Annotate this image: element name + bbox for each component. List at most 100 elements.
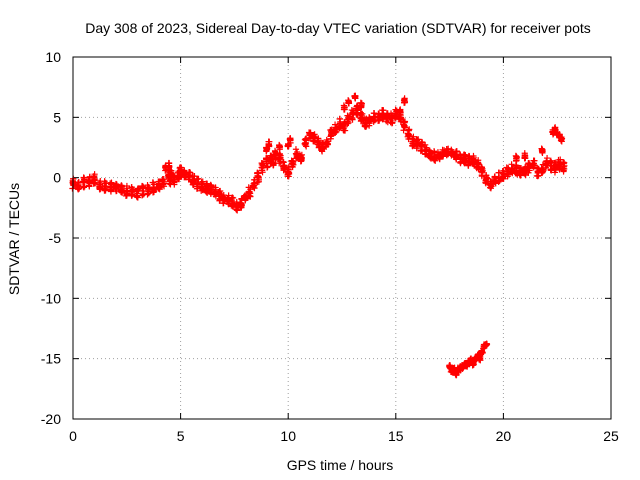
main-point-34-spread-11: [228, 196, 236, 204]
main-point-111-spread-11: [561, 165, 568, 173]
main-point-22-spread-11: [176, 164, 183, 171]
main-point-64-spread-10: [358, 112, 365, 119]
main-point-2-spread-11: [80, 174, 87, 182]
main-point-8-spread-10: [113, 181, 120, 188]
y-tick-label-10: 10: [45, 49, 61, 65]
y-tick-label--5: -5: [49, 230, 62, 246]
main-point-50-spread-10: [298, 151, 305, 158]
x-axis-label: GPS time / hours: [287, 457, 394, 473]
main-point-53-spread-10: [310, 131, 317, 139]
late-cluster-point-4-spread-7: [558, 135, 565, 142]
x-tick-label-15: 15: [388, 428, 404, 444]
bursts-point-8-spread-7: [287, 137, 294, 144]
main-point-2-spread-8: [79, 179, 87, 186]
main-point-2-spread-4: [80, 184, 88, 191]
main-point-31-spread-10: [215, 191, 223, 198]
y-tick-label--20: -20: [41, 411, 61, 427]
main-point-36-spread-11: [236, 199, 244, 206]
bursts-point-4-spread-7: [265, 142, 273, 149]
x-tick-label-25: 25: [603, 428, 619, 444]
main-point-45-spread-8: [276, 151, 283, 158]
y-tick-label-5: 5: [53, 109, 61, 125]
main-point-35-spread-11: [232, 205, 240, 213]
main-point-27-spread-8: [199, 178, 206, 185]
main-point-11-spread-10: [128, 184, 135, 191]
main-point-0-spread-4: [69, 185, 76, 192]
main-point-96-spread-11: [496, 176, 503, 184]
main-point-55-spread-11: [318, 144, 326, 152]
main-point-92-spread-9: [478, 166, 485, 173]
main-point-40-spread-9: [254, 170, 261, 177]
bursts-point-13-spread-7: [397, 108, 404, 115]
main-point-77-spread-11: [415, 136, 422, 143]
main-point-38-spread-11: [247, 193, 254, 200]
main-point-91-spread-11: [475, 160, 482, 168]
main-point-50-spread-11: [297, 152, 304, 159]
main-point-45-spread-11: [277, 154, 284, 161]
series-main: [69, 102, 568, 214]
main-point-50-spread-8: [297, 158, 305, 165]
main-point-46-spread-11: [281, 162, 288, 169]
tick-label-layer: 0 5 10 15 20 25 -20 -15 -10 -5 0 5 10: [41, 49, 619, 444]
y-tick-label--10: -10: [41, 290, 61, 306]
main-point-37-spread-11: [241, 196, 249, 203]
main-point-96-spread-8: [495, 169, 502, 176]
main-point-79-spread-2: [422, 141, 429, 148]
main-point-81-spread-8: [431, 156, 438, 163]
main-point-56-spread-11: [323, 139, 330, 147]
main-point-14-spread-10: [145, 190, 153, 197]
x-tick-label-5: 5: [177, 428, 185, 444]
main-point-3-spread-10: [86, 182, 93, 189]
main-point-77-spread-10: [413, 145, 420, 152]
main-point-111-spread-10: [560, 159, 567, 166]
main-point-57-spread-8: [327, 133, 334, 140]
main-point-13-spread-4: [138, 192, 146, 199]
main-point-23-spread-11: [181, 171, 188, 178]
main-point-62-spread-10: [349, 114, 356, 121]
main-point-86-spread-11: [452, 148, 460, 155]
main-point-73-spread-11: [396, 116, 403, 123]
main-point-4-spread-10: [90, 174, 98, 181]
main-point-59-spread-10: [336, 115, 343, 122]
series-bursts: [162, 92, 546, 179]
main-point-61-spread-11: [344, 120, 351, 127]
main-point-11-spread-9: [129, 190, 136, 198]
main-point-3-spread-11: [85, 177, 92, 185]
main-point-12-spread-11: [134, 194, 141, 201]
main-point-46-spread-9: [280, 158, 287, 165]
main-point-6-spread-10: [101, 184, 108, 192]
main-point-101-spread-11: [517, 172, 524, 179]
negative-segment-point-11-spread-9: [470, 361, 477, 368]
main-point-31-spread-11: [216, 189, 223, 197]
main-point-42-spread-11: [264, 163, 271, 170]
main-point-105-spread-11: [535, 172, 542, 179]
main-point-51-spread-11: [302, 135, 310, 143]
main-point-47-spread-11: [285, 166, 292, 173]
main-point-26-spread-11: [195, 175, 202, 182]
bursts-point-15-spread-7: [513, 157, 520, 164]
main-point-71-spread-9: [389, 119, 396, 126]
y-axis-label: SDTVAR / TECUs: [6, 183, 22, 295]
negative-segment-point-17-spread-8: [482, 341, 489, 348]
bursts-point-10-spread-7: [345, 99, 353, 107]
y-tick-label--15: -15: [41, 351, 61, 367]
main-point-1-spread-11: [74, 183, 81, 190]
bursts-point-17-spread-6: [539, 146, 546, 154]
x-tick-label-0: 0: [69, 428, 77, 444]
bursts-point-2-spread-7: [167, 170, 175, 177]
main-point-76-spread-11: [409, 135, 416, 142]
grid-layer: [72, 56, 612, 420]
main-point-74-spread-11: [400, 121, 407, 128]
main-point-40-spread-11: [254, 176, 261, 184]
main-point-68-spread-10: [375, 117, 382, 125]
main-point-58-spread-2: [331, 121, 339, 128]
main-point-107-spread-11: [542, 160, 549, 167]
main-point-69-spread-11: [379, 106, 386, 114]
main-point-104-spread-11: [530, 160, 537, 167]
main-point-102-spread-11: [521, 171, 529, 178]
x-tick-label-20: 20: [496, 428, 512, 444]
bursts-point-12-spread-7: [358, 103, 365, 110]
main-point-75-spread-10: [405, 127, 412, 134]
